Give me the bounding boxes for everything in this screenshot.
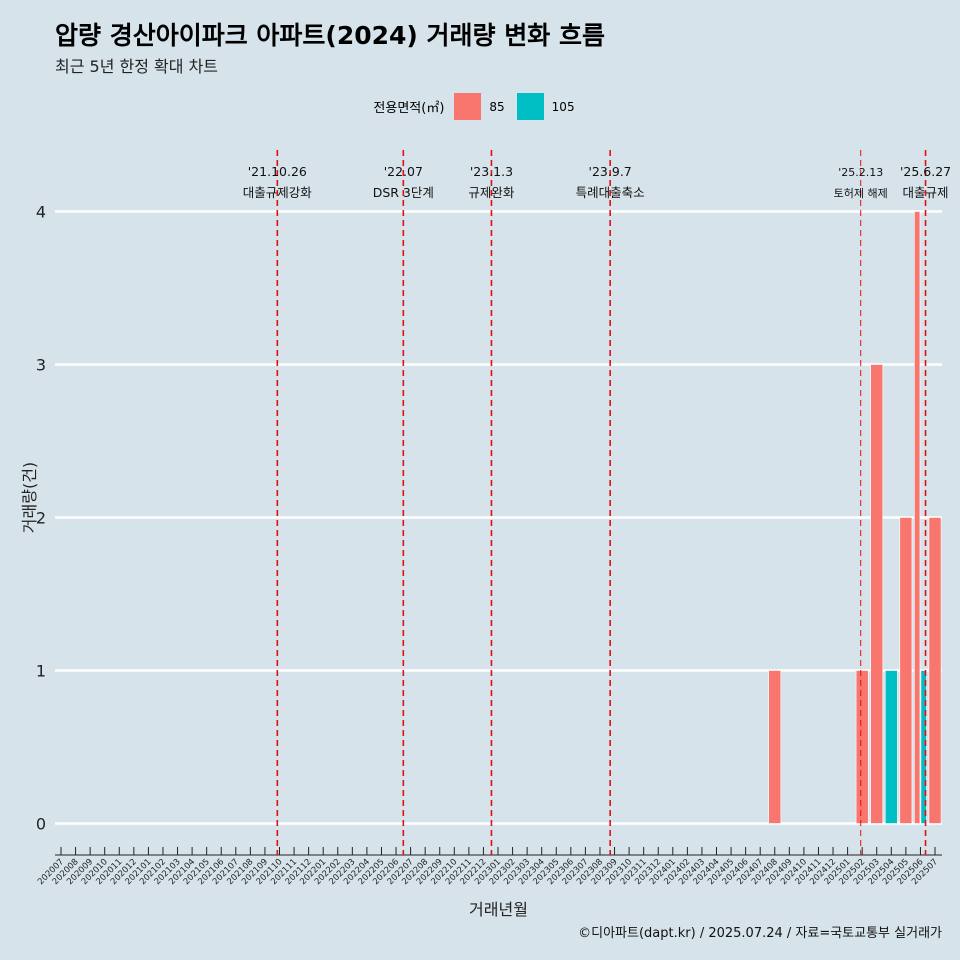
chart-subtitle: 최근 5년 한정 확대 차트 [55,57,219,76]
y-tick-label-4: 4 [36,203,46,222]
event-label-0: 대출규제강화 [243,185,313,200]
y-tick-label-1: 1 [36,662,46,681]
legend-title: 전용면적(㎡) [373,101,445,116]
event-label-1: DSR 3단계 [373,185,434,200]
event-date-0: '21.10.26 [248,164,307,179]
event-date-4: '25.2.13 [838,166,883,179]
bar-85-202502 [855,670,869,824]
bar-85-202507 [928,517,942,824]
source-caption: ©디아파트(dapt.kr) / 2025.07.24 / 자료=국토교통부 실… [578,926,942,941]
bar-105-202506 [920,670,927,824]
legend-label-85: 85 [489,99,505,114]
event-date-3: '23.9.7 [589,164,632,179]
event-date-1: '22.07 [384,164,423,179]
bar-105-202504 [884,670,898,824]
event-date-2: '23.1.3 [470,164,513,179]
y-tick-label-0: 0 [36,815,46,834]
x-axis-title: 거래년월 [469,900,528,919]
legend-item-105: 105 [516,93,575,120]
event-label-4: 토허제 해제 [834,186,888,200]
bar-85-202506 [914,211,921,824]
chart-title: 압량 경산아이파크 아파트(2024) 거래량 변화 흐름 [55,21,605,50]
legend: 전용면적(㎡) 85 105 [0,93,960,120]
legend-label-105: 105 [551,99,575,114]
event-label-3: 특례대출축소 [576,185,645,200]
bar-85-202505 [899,517,913,824]
bar-85-202503 [870,364,884,824]
y-axis-title: 거래량(건) [20,462,39,533]
bar-85-202408 [768,670,782,824]
y-tick-label-2: 2 [36,509,46,528]
y-tick-label-3: 3 [36,356,46,375]
legend-swatch-105 [516,93,544,120]
event-label-5: 대출규제 [903,185,949,200]
event-label-2: 규제완화 [468,185,515,200]
event-date-5: '25.6.27 [900,164,951,179]
legend-item-85: 85 [454,93,505,120]
legend-swatch-85 [454,93,482,120]
